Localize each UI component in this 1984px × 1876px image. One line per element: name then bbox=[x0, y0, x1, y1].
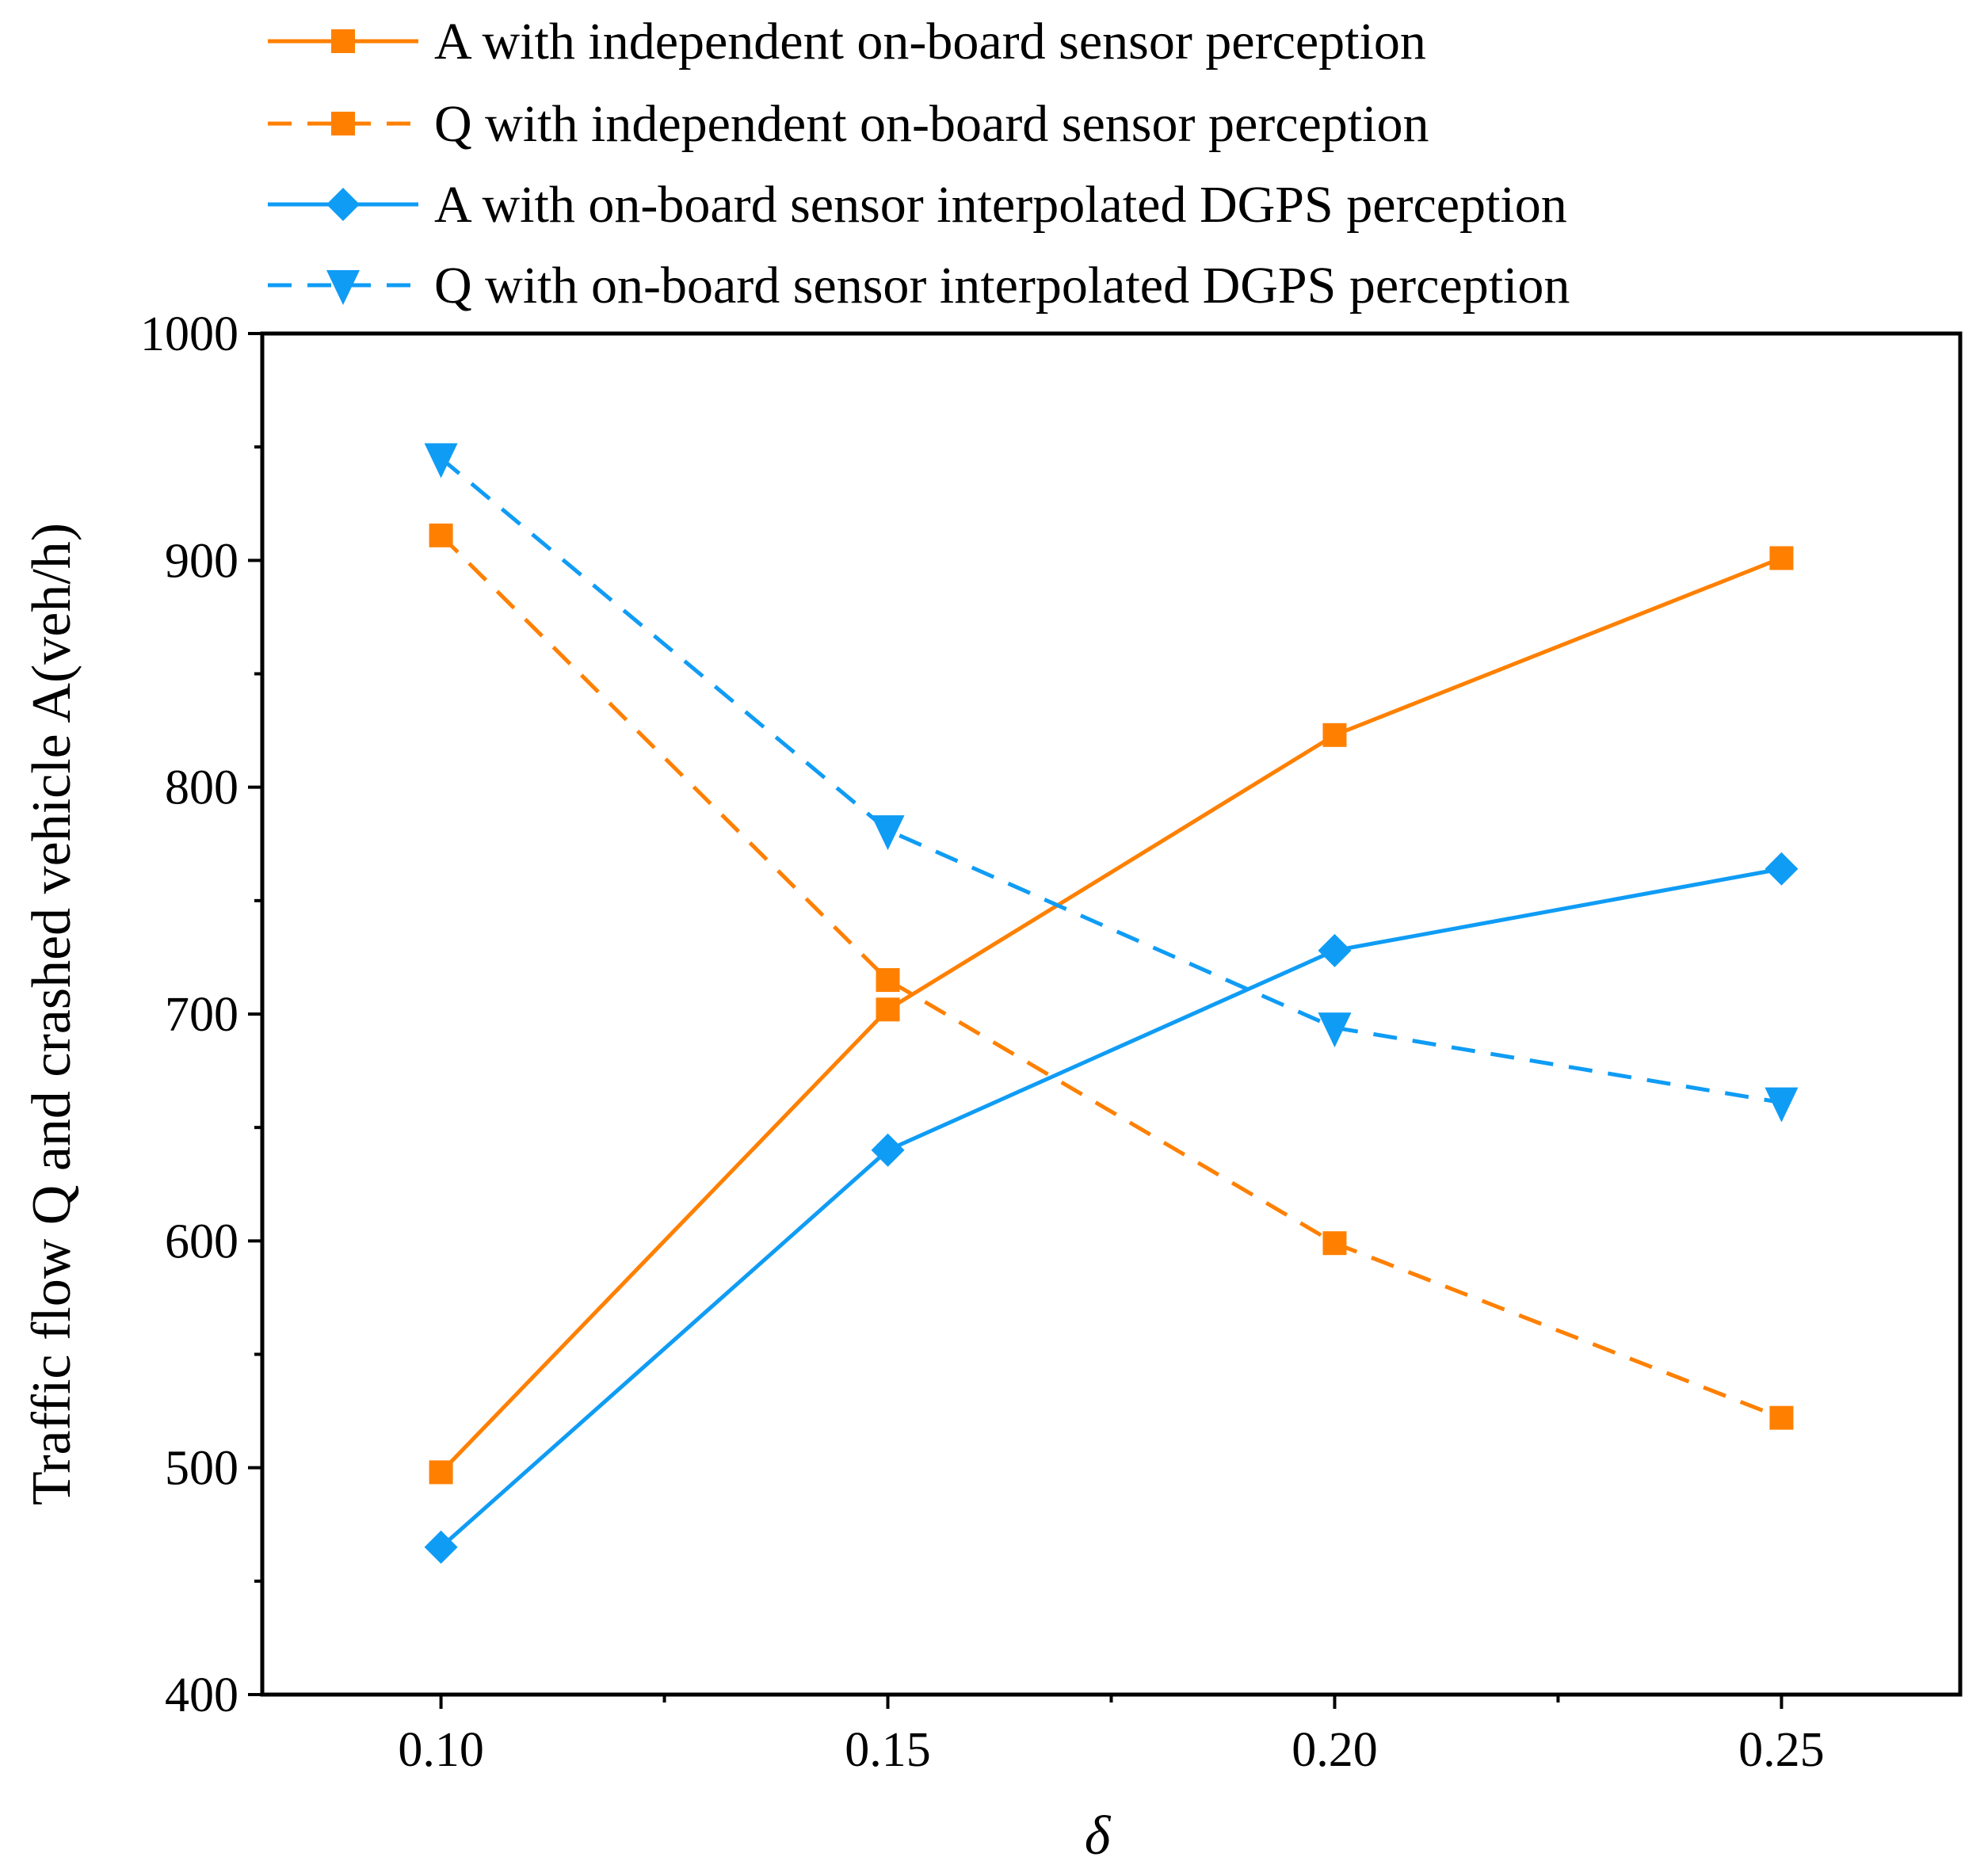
y-tick-label: 700 bbox=[165, 988, 238, 1042]
data-point bbox=[1769, 546, 1794, 570]
legend: A with independent on-board sensor perce… bbox=[268, 13, 1570, 315]
data-point bbox=[429, 1460, 453, 1485]
y-tick-label: 800 bbox=[165, 761, 238, 815]
series-line bbox=[439, 456, 1782, 1105]
data-point bbox=[876, 968, 900, 993]
axis-tick-labels: 400 500 600 700 800 900 1000 0.10 0.15 0.20 0.25 bbox=[140, 307, 1825, 1777]
x-tick-label: 0.10 bbox=[398, 1723, 484, 1777]
y-tick-label: 500 bbox=[165, 1442, 238, 1496]
x-tick-label: 0.15 bbox=[845, 1723, 931, 1777]
data-point bbox=[1318, 933, 1352, 967]
y-tick-label: 900 bbox=[165, 534, 238, 588]
y-axis-title: Traffic flow Q and crashed vehicle A(veh… bbox=[21, 523, 82, 1505]
legend-label: A with independent on-board sensor perce… bbox=[434, 13, 1426, 71]
series-1 bbox=[429, 546, 1794, 1485]
data-point bbox=[876, 997, 900, 1022]
y-tick-label: 400 bbox=[165, 1668, 238, 1722]
data-point bbox=[871, 1133, 905, 1167]
x-tick-label: 0.25 bbox=[1738, 1723, 1825, 1777]
plot-area-frame bbox=[260, 331, 1963, 1697]
data-point bbox=[1322, 723, 1347, 747]
legend-marker bbox=[326, 270, 360, 305]
data-point bbox=[424, 1530, 458, 1564]
series-3 bbox=[424, 852, 1799, 1564]
data-point bbox=[1322, 1231, 1347, 1256]
legend-item: Q with independent on-board sensor perce… bbox=[268, 95, 1429, 153]
legend-label: Q with independent on-board sensor perce… bbox=[434, 95, 1429, 153]
data-point bbox=[1765, 1087, 1799, 1123]
axis-ticks bbox=[248, 332, 1784, 1709]
legend-label: A with on-board sensor interpolated DGPS… bbox=[434, 176, 1567, 234]
legend-marker bbox=[331, 112, 355, 135]
data-point bbox=[1318, 1012, 1352, 1048]
legend-item: A with independent on-board sensor perce… bbox=[268, 13, 1426, 71]
legend-item: A with on-board sensor interpolated DGPS… bbox=[268, 176, 1567, 234]
data-point bbox=[424, 443, 458, 479]
data-point bbox=[1765, 852, 1799, 886]
legend-item: Q with on-board sensor interpolated DGPS… bbox=[268, 257, 1570, 315]
legend-label: Q with on-board sensor interpolated DGPS… bbox=[434, 257, 1570, 315]
y-tick-label: 600 bbox=[165, 1214, 238, 1268]
data-point bbox=[871, 815, 905, 851]
series-2 bbox=[429, 523, 1794, 1430]
legend-marker bbox=[331, 29, 355, 53]
series-line bbox=[439, 556, 1783, 1474]
series-line bbox=[439, 534, 1783, 1420]
data-point bbox=[1769, 1405, 1794, 1430]
series-4 bbox=[424, 443, 1799, 1123]
data-point bbox=[429, 523, 453, 547]
legend-marker bbox=[326, 188, 360, 221]
x-axis-title: δ bbox=[1085, 1805, 1112, 1866]
series-line bbox=[439, 867, 1782, 1549]
x-tick-label: 0.20 bbox=[1292, 1723, 1378, 1777]
y-tick-label: 1000 bbox=[140, 307, 238, 361]
series-layer bbox=[424, 443, 1799, 1564]
